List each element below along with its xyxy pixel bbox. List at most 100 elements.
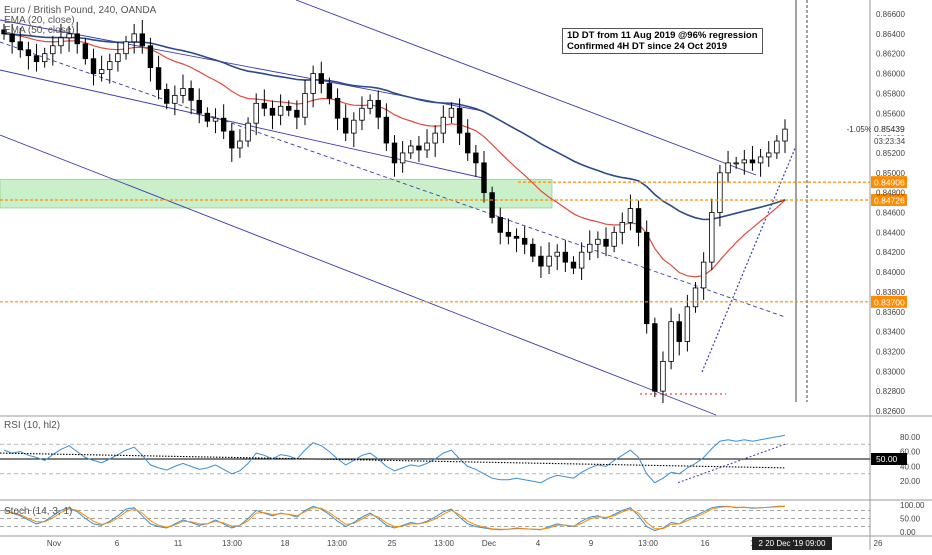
price-tick-label: 0.83600 [876, 308, 905, 317]
candle-body [733, 162, 739, 165]
candle-body [286, 105, 292, 111]
trendline-support [701, 145, 797, 373]
price-tick-label: 0.86000 [876, 70, 905, 79]
candle-body [554, 251, 560, 257]
candle-body [635, 208, 642, 233]
candle-body [481, 162, 487, 194]
ema-slow-legend: EMA (50, close) [4, 25, 75, 36]
candle-body [619, 222, 625, 233]
stoch-title: Stoch (14, 3, 1) [4, 506, 73, 517]
stoch-tick-label: 100.00 [900, 501, 925, 510]
candle-body [408, 145, 414, 154]
time-tick-label: 25 [388, 539, 397, 548]
candle-body [440, 116, 447, 134]
candle-body [570, 261, 577, 269]
candle-body [277, 105, 284, 116]
candle-body [700, 261, 707, 289]
candle-body [717, 172, 723, 213]
candle-body [172, 94, 178, 104]
rsi-tick-label: 40.00 [900, 462, 921, 471]
candle-body [692, 287, 699, 308]
candle-body [351, 119, 357, 134]
price-level-tag [871, 176, 907, 189]
candle-body [375, 99, 381, 118]
candle-body [1, 29, 7, 35]
candle-body [538, 255, 544, 267]
rsi-value-tag [871, 453, 907, 465]
time-tick-label: 16 [701, 539, 710, 548]
rsi-title: RSI (10, hl2) [4, 420, 61, 431]
candle-body [611, 231, 617, 247]
price-tick-label: 0.85200 [876, 149, 905, 158]
candle-body [164, 89, 170, 104]
time-tick-label: 4 [536, 539, 541, 548]
symbol-title: Euro / British Pound, 240, OANDA [4, 5, 157, 16]
price-level-tag [871, 295, 907, 308]
candle-body [326, 83, 333, 99]
candle-body [123, 41, 129, 55]
candle-body [253, 102, 259, 124]
candle-body [432, 132, 438, 144]
channel-line [0, 69, 484, 179]
bar-countdown: 03:23:34 [874, 137, 906, 146]
price-tick-label: 0.85800 [876, 89, 905, 98]
candle-body [473, 152, 479, 164]
candle-body [50, 45, 56, 55]
candle-body [709, 212, 715, 263]
analysis-note[interactable]: 1D DT from 11 Aug 2019 @96% regression C… [562, 28, 763, 54]
candle-body [131, 33, 137, 43]
candle-body [595, 238, 601, 245]
candle-body [90, 58, 97, 74]
price-tick-label: 0.84800 [876, 189, 905, 198]
candle-body [220, 117, 227, 132]
candle-body [155, 67, 162, 90]
candle-body [587, 243, 593, 253]
price-tick-label: 0.86200 [876, 50, 905, 59]
candle-body [237, 140, 243, 149]
candle-body [33, 55, 40, 63]
time-tick-label: 13:00 [434, 539, 455, 548]
candle-body [245, 122, 251, 142]
price-level-label: 0.84906 [874, 178, 905, 188]
last-price-tag [871, 123, 907, 136]
candle-body [107, 61, 113, 70]
analysis-note-line1: 1D DT from 11 Aug 2019 @96% regression [567, 30, 758, 41]
candle-body [74, 33, 80, 45]
candle-body [521, 237, 528, 245]
candle-body [416, 145, 422, 151]
price-tick-label: 0.82600 [876, 407, 905, 416]
candle-body [578, 251, 585, 269]
candle-body [668, 321, 674, 362]
candle-body [261, 102, 268, 109]
candle-body [66, 33, 72, 39]
time-tick-label: 9 [589, 539, 594, 548]
price-tick-label: 0.85000 [876, 169, 905, 178]
rsi-value-label: 50.00 [876, 454, 898, 464]
rsi-trendline [0, 452, 786, 469]
candle-body [652, 323, 658, 392]
price-tick-label: 0.83800 [876, 288, 905, 297]
candle-body [530, 243, 536, 257]
candle-body [725, 162, 731, 174]
price-level-label: 0.84726 [874, 195, 905, 205]
time-tick-label: Nov [47, 539, 61, 548]
candle-body [546, 255, 552, 267]
stoch-d-line [3, 505, 786, 530]
crosshair-time-label: 2 20 Dec '19 09:00 [759, 539, 826, 548]
price-tick-label: 0.83400 [876, 328, 905, 337]
price-level-tag [871, 193, 907, 206]
candle-body [424, 142, 430, 151]
candle-body [196, 99, 202, 114]
candle-body [310, 73, 316, 94]
candle-body [562, 251, 569, 263]
candle-body [391, 142, 398, 164]
price-tick-label: 0.86400 [876, 30, 905, 39]
rsi-tick-label: 20.00 [900, 477, 921, 486]
price-tick-label: 0.84400 [876, 228, 905, 237]
candle-body [98, 69, 105, 74]
time-tick-label: 13:00 [327, 539, 348, 548]
candle-body [269, 107, 276, 116]
candle-body [180, 88, 186, 96]
